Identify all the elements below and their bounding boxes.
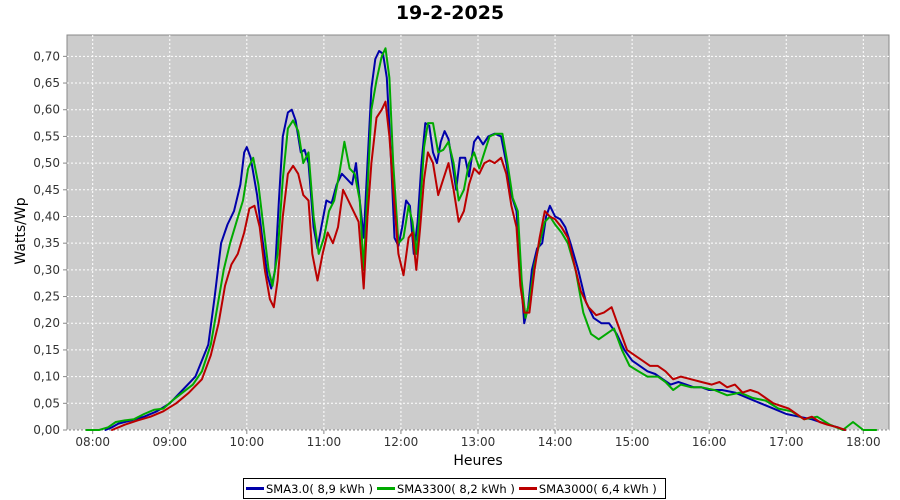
series-line-3 <box>111 100 847 431</box>
y-tick-label: 0,70 <box>33 49 60 63</box>
legend-item: SMA3300( 8,2 kWh ) <box>376 481 515 496</box>
y-tick-label: 0,65 <box>33 76 60 90</box>
x-tick-label: 15:00 <box>615 435 650 449</box>
series-lines <box>85 47 878 431</box>
x-tick-label: 11:00 <box>307 435 342 449</box>
y-tick-label: 0,45 <box>33 183 60 197</box>
legend-item: SMA3.0( 8,9 kWh ) <box>246 482 373 496</box>
x-tick-label: 17:00 <box>769 435 804 449</box>
y-tick-label: 0,50 <box>33 156 60 170</box>
series-line-1 <box>104 50 845 431</box>
x-tick-label: 13:00 <box>461 435 496 449</box>
y-tick-label: 0,25 <box>33 290 60 304</box>
y-tick-label: 0,10 <box>33 370 60 384</box>
y-tick-label: 0,60 <box>33 103 60 117</box>
x-tick-label: 09:00 <box>152 435 187 449</box>
y-tick-label: 0,20 <box>33 316 60 330</box>
y-axis-label: Watts/Wp <box>13 197 29 264</box>
series-line-2 <box>85 47 878 431</box>
x-tick-label: 18:00 <box>846 435 881 449</box>
chart-title: 19-2-2025 <box>395 2 505 24</box>
legend-swatch-red <box>518 487 537 490</box>
legend-label: SMA3.0( 8,9 kWh ) <box>266 481 373 496</box>
x-tick-label: 10:00 <box>230 435 265 449</box>
y-tick-label: 0,00 <box>33 423 60 437</box>
x-tick-label: 12:00 <box>384 435 419 449</box>
y-tick-label: 0,15 <box>33 343 60 357</box>
y-tick-label: 0,05 <box>33 396 60 410</box>
legend-label: SMA3000( 6,4 kWh ) <box>538 481 657 496</box>
grid-lines <box>67 35 889 431</box>
y-tick-label: 0,35 <box>33 236 60 250</box>
legend-swatch-blue <box>246 487 264 490</box>
legend-label: SMA3300( 8,2 kWh ) <box>396 481 515 496</box>
legend: SMA3.0( 8,9 kWh ) SMA3300( 8,2 kWh ) SMA… <box>243 478 666 499</box>
x-axis-label: Heures <box>453 453 502 469</box>
chart: 0,00 0,05 0,10 0,15 0,20 0,25 0,30 0,35 0,40 0,45… <box>13 34 890 469</box>
y-tick-label: 0,30 <box>33 263 60 277</box>
axes: 0,00 0,05 0,10 0,15 0,20 0,25 0,30 0,35 0,40 0,45… <box>33 49 880 449</box>
x-tick-label: 14:00 <box>538 435 573 449</box>
x-tick-label: 16:00 <box>692 435 727 449</box>
y-tick-label: 0,55 <box>33 129 60 143</box>
y-tick-label: 0,40 <box>33 209 60 223</box>
legend-item: SMA3000( 6,4 kWh ) <box>518 481 657 496</box>
legend-swatch-green <box>376 487 395 490</box>
x-tick-label: 08:00 <box>75 435 110 449</box>
